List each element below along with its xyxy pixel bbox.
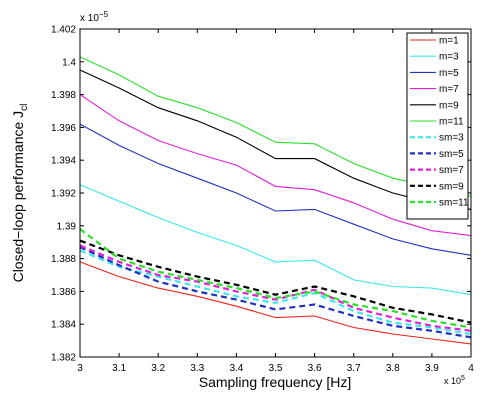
- x-tick-label: 3.1: [112, 363, 126, 374]
- series-line-sm-7: [79, 244, 472, 332]
- legend-label: sm=3: [439, 133, 464, 144]
- series-line-m-7: [79, 94, 472, 237]
- y-tick-label: 1.388: [51, 254, 76, 265]
- x-tick-label: 3.3: [190, 363, 204, 374]
- x-tick-label: 3.8: [386, 363, 400, 374]
- y-tick-label: 1.394: [51, 156, 76, 167]
- plot-frame: [79, 28, 472, 358]
- legend-label: sm=7: [439, 165, 464, 176]
- legend-label: m=7: [439, 84, 459, 95]
- x-tick-label: 3.5: [269, 363, 283, 374]
- x-exponent-label: x 105: [444, 375, 465, 386]
- legend-label: m=3: [439, 52, 459, 63]
- legend-label: m=9: [439, 100, 459, 111]
- series-line-m-9: [79, 69, 472, 210]
- legend-label: m=1: [439, 36, 459, 47]
- legend-label: sm=11: [439, 198, 469, 209]
- y-axis-label: Closed−loop performance Jcl: [10, 104, 30, 283]
- y-tick-label: 1.382: [51, 353, 76, 364]
- x-tick-label: 3: [77, 363, 83, 374]
- y-tick-label: 1.4: [62, 57, 76, 68]
- y-tick-label: 1.392: [51, 189, 76, 200]
- x-tick-label: 3.7: [347, 363, 361, 374]
- series-line-sm-3: [79, 249, 472, 336]
- x-axis-label: Sampling frequency [Hz]: [199, 374, 352, 390]
- legend-label: sm=5: [439, 149, 464, 160]
- series-line-m-3: [79, 184, 472, 296]
- series-line-m-1: [79, 261, 472, 345]
- ticks-layer: 3 3.1 3.2 3.3 3.4 3.5 3.6 3.7 3.8 3.9 4 1.382 1.384 1…: [51, 25, 474, 375]
- legend-label: m=5: [439, 68, 459, 79]
- x-tick-label: 3.4: [229, 363, 243, 374]
- legend-box: [406, 32, 469, 220]
- x-tick-label: 4: [468, 363, 474, 374]
- legend-label: sm=9: [439, 181, 464, 192]
- y-tick-label: 1.39: [57, 221, 77, 232]
- y-tick-label: 1.384: [51, 320, 76, 331]
- y-tick-label: 1.402: [51, 25, 76, 36]
- y-tick-label: 1.386: [51, 287, 76, 298]
- y-tick-label: 1.398: [51, 90, 76, 101]
- series-layer: [79, 56, 472, 345]
- y-exponent-label: x 10−5: [80, 10, 109, 24]
- x-tick-label: 3.6: [308, 363, 322, 374]
- series-line-sm-11: [79, 228, 472, 329]
- series-line-sm-5: [79, 246, 472, 339]
- series-line-m-5: [79, 123, 472, 256]
- legend: m=1 m=3 m=5 m=7 m=9 m=11 sm=3 sm=5 sm=7 sm=9 sm=11: [406, 32, 469, 220]
- series-line-m-11: [79, 56, 472, 197]
- y-tick-label: 1.396: [51, 123, 76, 134]
- x-tick-label: 3.9: [425, 363, 439, 374]
- series-line-sm-9: [79, 239, 472, 324]
- legend-label: m=11: [439, 117, 464, 128]
- x-tick-label: 3.2: [151, 363, 165, 374]
